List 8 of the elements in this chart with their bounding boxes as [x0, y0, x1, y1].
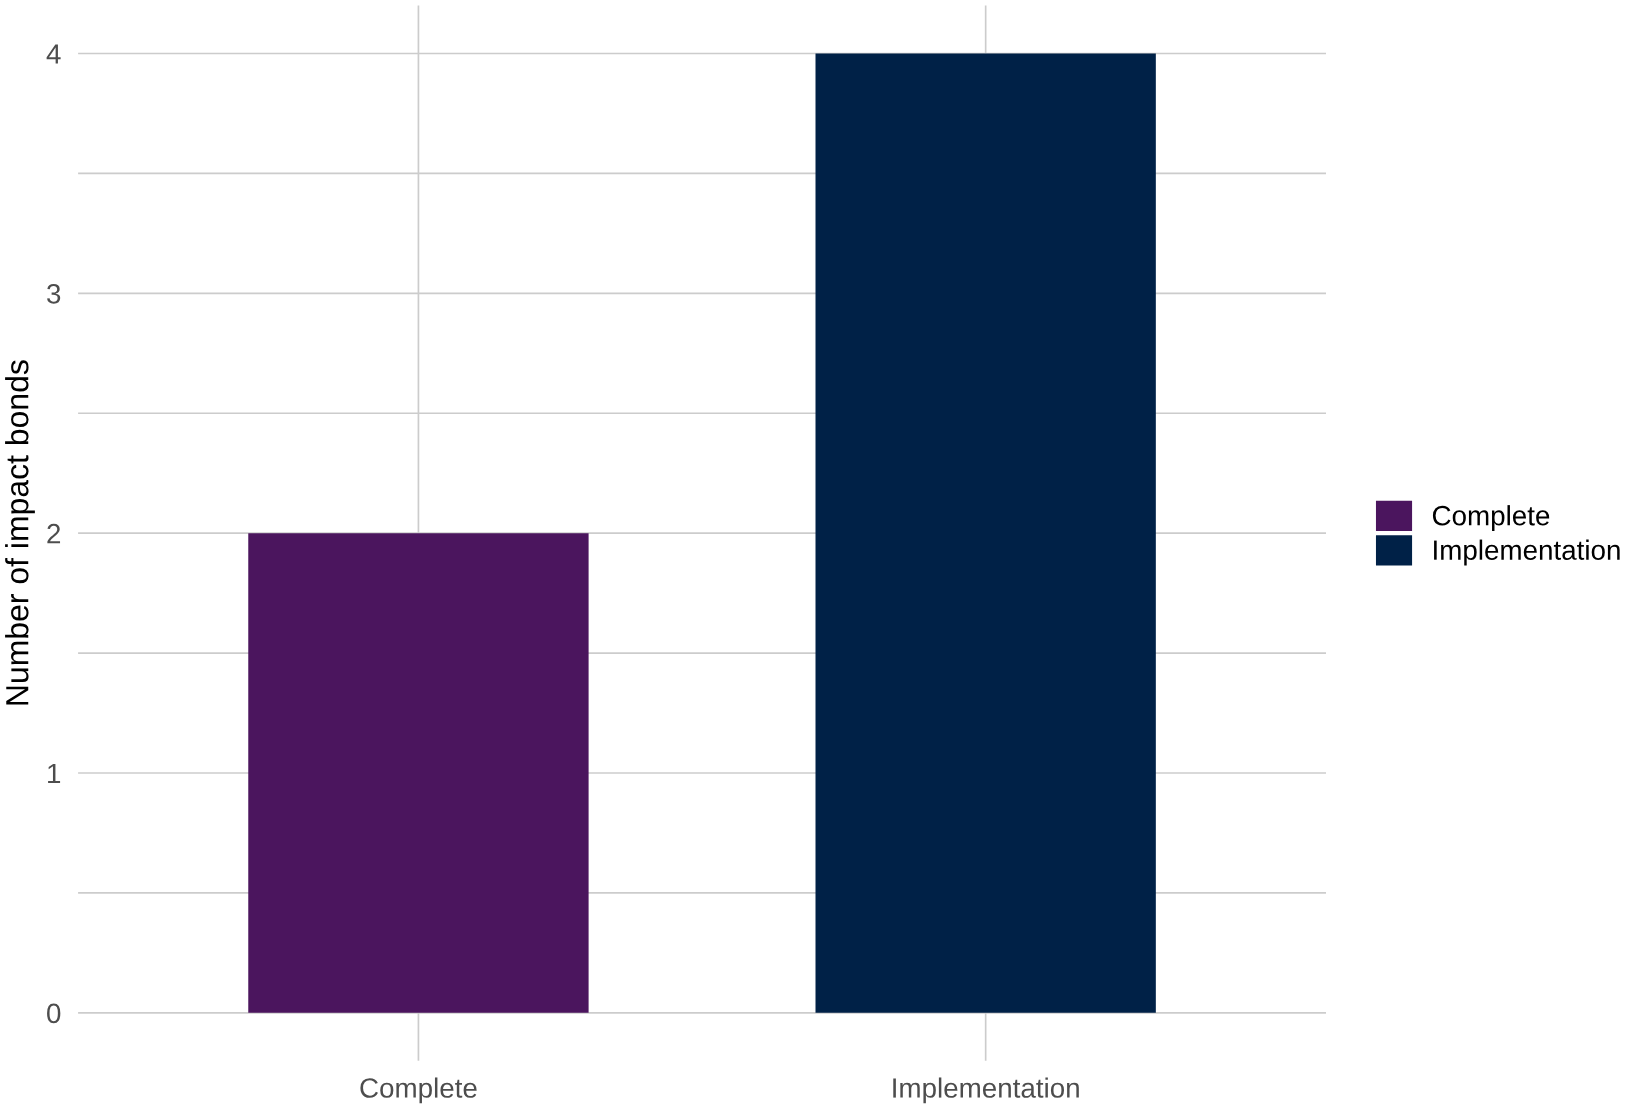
y-tick-label: 4 [46, 44, 61, 64]
y-tick-label: 0 [47, 1003, 61, 1024]
legend-label: Implementation [1434, 539, 1620, 566]
legend-label: Complete [1432, 505, 1550, 532]
y-tick-label: 3 [47, 284, 61, 304]
y-tick-label: 2 [47, 523, 61, 544]
y-axis-title: Number of impact bonds [5, 360, 35, 705]
y-tick-label: 1 [48, 763, 61, 784]
